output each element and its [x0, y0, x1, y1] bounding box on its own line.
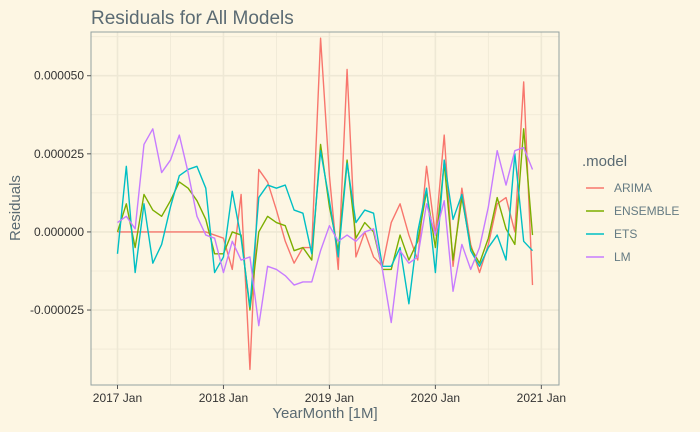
- series-line-ets: [116, 150, 534, 308]
- legend-label-ets: ETS: [614, 227, 637, 241]
- x-tick-label: 2020 Jan: [411, 391, 460, 405]
- chart-title: Residuals for All Models: [91, 8, 294, 29]
- x-axis-title: YearMonth [1M]: [272, 405, 377, 422]
- legend-title: .model: [582, 153, 627, 170]
- y-tick-label: 0.000000: [34, 225, 84, 239]
- x-tick-label: 2018 Jan: [199, 391, 248, 405]
- y-axis-title: Residuals: [7, 175, 24, 241]
- series-line-lm: [117, 128, 534, 327]
- plot-border: [90, 31, 560, 386]
- x-tick-label: 2021 Jan: [517, 391, 566, 405]
- gridlines: [91, 32, 559, 385]
- plot-panel: [90, 31, 560, 386]
- y-tick-label: -0.000025: [30, 303, 84, 317]
- legend: .model ARIMA ENSEMBLE ETS LM: [582, 153, 679, 268]
- legend-label-arima: ARIMA: [614, 181, 652, 195]
- y-axis-ticks: -0.000025 0.000000 0.000025 0.000050: [30, 69, 91, 317]
- y-tick-label: 0.000025: [34, 147, 84, 161]
- series-line-arima: [117, 37, 534, 371]
- series-lines: [116, 37, 534, 371]
- y-tick-label: 0.000050: [34, 69, 84, 83]
- x-axis-ticks: 2017 Jan 2018 Jan 2019 Jan 2020 Jan 2021 Jan: [93, 385, 566, 405]
- legend-label-lm: LM: [614, 250, 631, 264]
- x-tick-label: 2019 Jan: [305, 391, 354, 405]
- x-tick-label: 2017 Jan: [93, 391, 142, 405]
- legend-label-ensemble: ENSEMBLE: [614, 204, 679, 218]
